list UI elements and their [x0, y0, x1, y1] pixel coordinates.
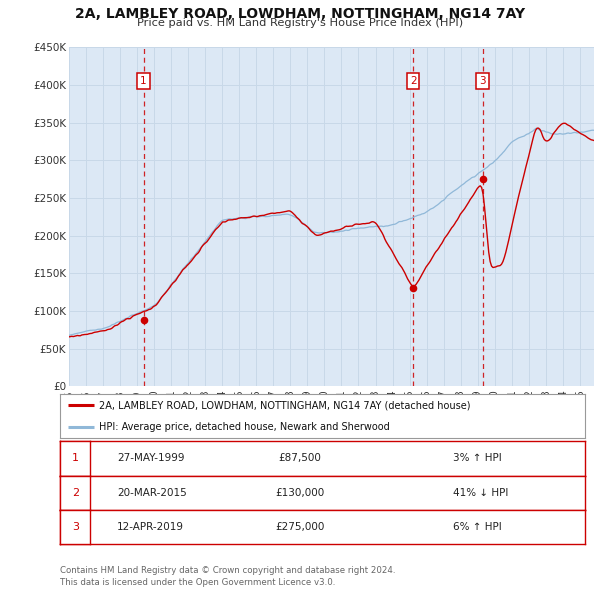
Text: £87,500: £87,500 [278, 454, 322, 463]
Text: 41% ↓ HPI: 41% ↓ HPI [453, 488, 508, 497]
Text: 6% ↑ HPI: 6% ↑ HPI [453, 522, 502, 532]
Text: 1: 1 [140, 76, 147, 86]
Text: £275,000: £275,000 [275, 522, 325, 532]
Text: 1: 1 [72, 454, 79, 463]
Text: HPI: Average price, detached house, Newark and Sherwood: HPI: Average price, detached house, Newa… [100, 422, 390, 432]
Text: 2: 2 [71, 488, 79, 497]
Text: Contains HM Land Registry data © Crown copyright and database right 2024.
This d: Contains HM Land Registry data © Crown c… [60, 566, 395, 587]
Text: £130,000: £130,000 [275, 488, 325, 497]
Text: 2A, LAMBLEY ROAD, LOWDHAM, NOTTINGHAM, NG14 7AY: 2A, LAMBLEY ROAD, LOWDHAM, NOTTINGHAM, N… [75, 7, 525, 21]
Text: 12-APR-2019: 12-APR-2019 [117, 522, 184, 532]
Text: 20-MAR-2015: 20-MAR-2015 [117, 488, 187, 497]
Text: 3: 3 [479, 76, 486, 86]
Text: 2A, LAMBLEY ROAD, LOWDHAM, NOTTINGHAM, NG14 7AY (detached house): 2A, LAMBLEY ROAD, LOWDHAM, NOTTINGHAM, N… [100, 400, 471, 410]
Text: 3% ↑ HPI: 3% ↑ HPI [453, 454, 502, 463]
Text: 27-MAY-1999: 27-MAY-1999 [117, 454, 185, 463]
Text: 2: 2 [410, 76, 416, 86]
Text: Price paid vs. HM Land Registry's House Price Index (HPI): Price paid vs. HM Land Registry's House … [137, 18, 463, 28]
Text: 3: 3 [72, 522, 79, 532]
